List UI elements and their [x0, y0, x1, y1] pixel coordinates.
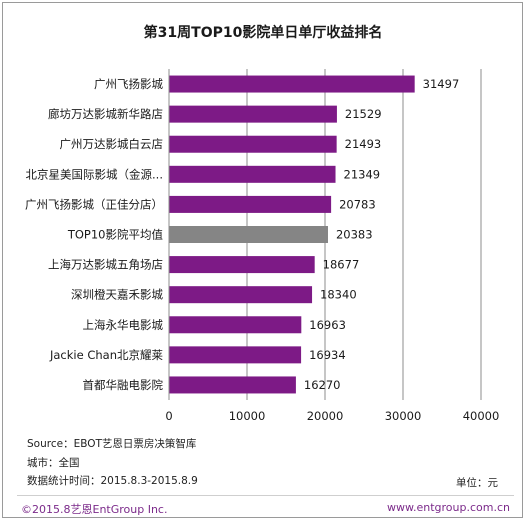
category-label: 上海永华电影城	[83, 318, 164, 332]
bar	[169, 256, 315, 274]
value-label: 20783	[339, 197, 376, 211]
value-label: 18677	[323, 258, 360, 272]
bar	[169, 226, 328, 243]
value-label: 16963	[309, 318, 346, 332]
value-label: 18340	[320, 288, 357, 302]
copyright-text: ©2015.8艺恩EntGroup Inc.	[21, 503, 168, 516]
bar	[169, 165, 336, 183]
axes: 0 10000 20000 30000 40000 广州飞扬影城 31497 廊坊万达影城新华…	[25, 69, 499, 423]
value-label: 16270	[304, 378, 341, 392]
value-label: 21349	[344, 167, 381, 181]
category-label: 广州飞扬影城（正佳分店）	[25, 197, 163, 211]
x-tick-label: 20000	[307, 409, 344, 423]
value-label: 21493	[345, 137, 382, 151]
x-tick-label: 30000	[385, 409, 422, 423]
bar	[169, 195, 332, 213]
category-label: 广州万达影城白云店	[60, 137, 164, 151]
unit-note: 单位：元	[456, 477, 498, 489]
bar	[169, 286, 313, 304]
chart-title: 第31周TOP10影院单日单厅收益排名	[144, 24, 383, 41]
bar	[169, 316, 302, 334]
bar	[169, 376, 296, 394]
footer-divider	[17, 495, 514, 496]
category-label: 北京星美国际影城（金源...	[26, 167, 163, 181]
x-tick-label: 0	[165, 409, 172, 423]
category-label: 深圳橙天嘉禾影城	[71, 288, 163, 302]
bar	[169, 135, 337, 153]
x-tick-label: 10000	[229, 409, 266, 423]
value-label: 20383	[336, 228, 373, 242]
category-label: 廊坊万达影城新华路店	[48, 107, 163, 121]
category-label: 上海万达影城五角场店	[48, 258, 163, 272]
source-note: Source：EBOT艺恩日票房决策智库	[27, 438, 197, 450]
value-label: 21529	[345, 107, 382, 121]
bar	[169, 346, 302, 364]
x-tick-label: 40000	[463, 409, 500, 423]
city-note: 城市：全国	[27, 457, 80, 469]
bar	[169, 75, 415, 93]
category-label: TOP10影院平均值	[67, 228, 164, 242]
category-label: 广州飞扬影城	[94, 77, 163, 91]
period-note: 数据统计时间：2015.8.3-2015.8.9	[27, 475, 198, 487]
category-label: 首都华融电影院	[83, 378, 164, 392]
bar	[169, 105, 337, 123]
category-label: Jackie Chan北京耀莱	[49, 348, 164, 362]
website-link[interactable]: www.entgroup.com.cn	[387, 501, 510, 514]
chart-frame: 第31周TOP10影院单日单厅收益排名 0 10000 20000 30000 4000…	[2, 2, 523, 518]
value-label: 31497	[423, 77, 460, 91]
value-label: 16934	[309, 348, 346, 362]
bars	[169, 75, 415, 394]
bar-chart: 第31周TOP10影院单日单厅收益排名 0 10000 20000 30000 4000…	[25, 24, 499, 423]
